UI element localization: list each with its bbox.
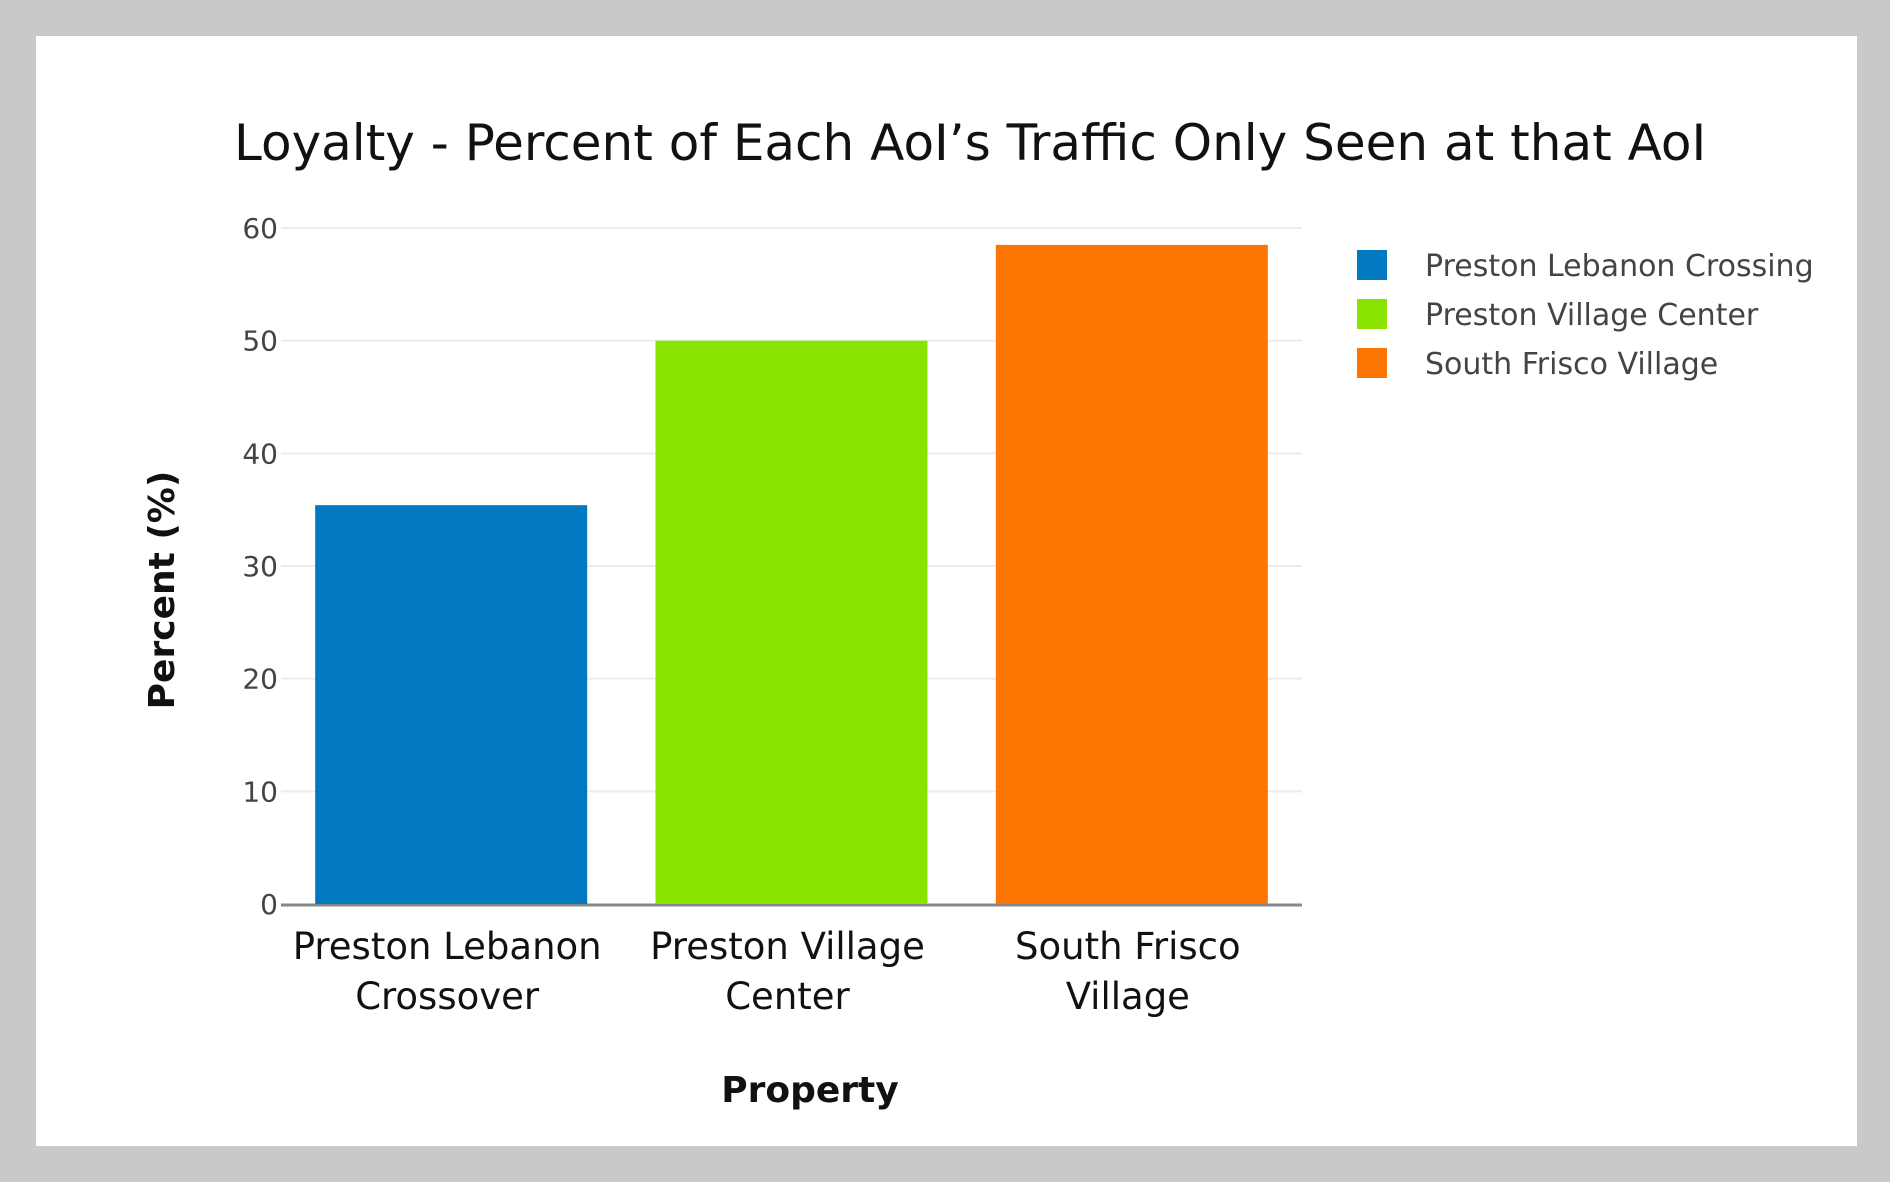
x-category-label-line: Village (1066, 975, 1190, 1018)
legend-swatch (1357, 299, 1387, 329)
bar-chart: Loyalty - Percent of Each AoI’s Traffic … (142, 114, 1814, 1111)
legend: Preston Lebanon Crossing Preston Village … (1357, 249, 1814, 382)
bar[interactable] (995, 244, 1268, 904)
bar[interactable] (315, 505, 588, 904)
y-tick-label: 10 (242, 775, 278, 808)
x-category-label-line: Center (725, 975, 850, 1018)
chart-panel: Loyalty - Percent of Each AoI’s Traffic … (36, 36, 1857, 1146)
bars (315, 244, 1268, 905)
x-category-label-line: Crossover (355, 975, 540, 1018)
legend-label[interactable]: Preston Lebanon Crossing (1425, 249, 1814, 284)
legend-label[interactable]: Preston Village Center (1425, 298, 1759, 333)
legend-swatch (1357, 250, 1387, 280)
y-axis-ticks: 0 10 20 30 40 50 60 (242, 212, 278, 921)
x-category-label: Preston Lebanon Crossover (293, 925, 602, 1018)
y-tick-label: 40 (242, 437, 278, 470)
y-axis-title: Percent (%) (142, 471, 183, 710)
chart-title: Loyalty - Percent of Each AoI’s Traffic … (234, 114, 1706, 172)
x-axis-title: Property (721, 1070, 899, 1111)
x-category-label-line: Preston Lebanon (293, 925, 602, 968)
x-category-label: South Frisco Village (1015, 925, 1241, 1018)
legend-label[interactable]: South Frisco Village (1425, 347, 1718, 382)
x-category-label: Preston Village Center (650, 925, 925, 1018)
bar[interactable] (655, 340, 928, 905)
y-tick-label: 30 (242, 550, 278, 583)
x-category-label-line: Preston Village (650, 925, 925, 968)
x-category-label-line: South Frisco (1015, 925, 1241, 968)
y-tick-label: 0 (260, 888, 278, 921)
x-axis-categories: Preston Lebanon Crossover Preston Village C… (293, 925, 1241, 1018)
y-tick-label: 20 (242, 663, 278, 696)
legend-swatch (1357, 348, 1387, 378)
y-tick-label: 50 (242, 325, 278, 358)
y-tick-label: 60 (242, 212, 278, 245)
